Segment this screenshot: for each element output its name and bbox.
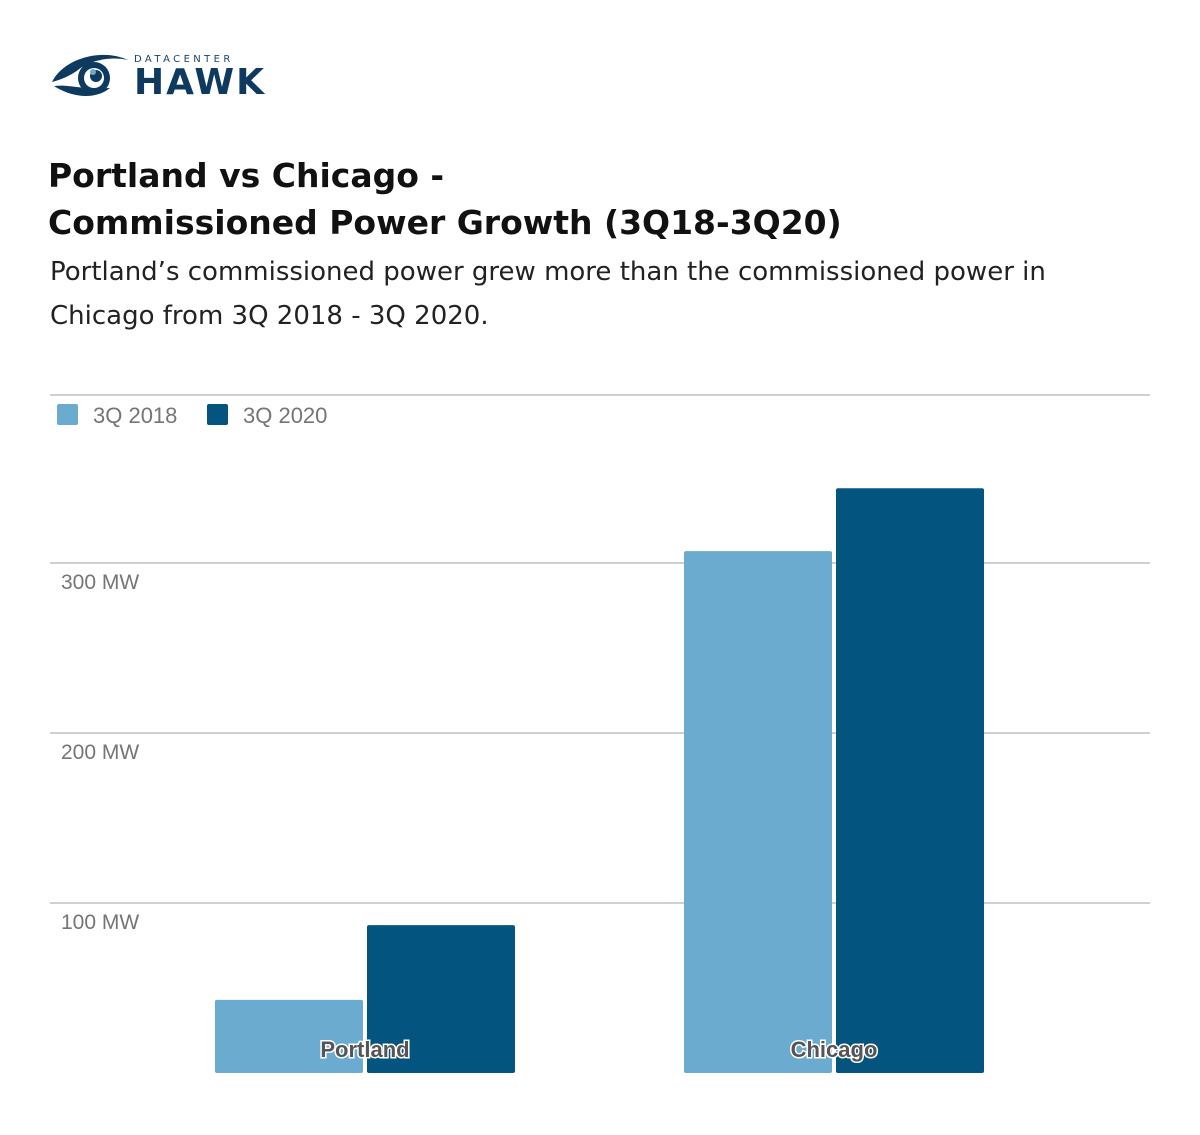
y-tick-label-200: 200 MW: [61, 741, 139, 764]
description-line-1: Portland’s commissioned power grew more …: [50, 257, 1046, 287]
logo-wordmark: HAWK: [134, 62, 266, 103]
title-line-2: Commissioned Power Growth (3Q18-3Q20): [48, 203, 842, 242]
bar-portland-3q-2018: [215, 999, 363, 1073]
x-category-label-chicago: Chicago: [791, 1037, 878, 1062]
y-tick-label-100: 100 MW: [61, 911, 139, 934]
chart-description: Portland’s commissioned power grew more …: [50, 250, 1160, 338]
legend-label-1: 3Q 2018: [93, 403, 177, 428]
legend-swatch-2: [207, 404, 228, 425]
hawk-eye-icon: [52, 54, 128, 96]
x-category-label-portland: Portland: [320, 1037, 409, 1062]
y-tick-label-300: 300 MW: [61, 571, 139, 594]
logo-subtext: DATACENTER: [134, 54, 234, 65]
title-line-1: Portland vs Chicago -: [48, 156, 445, 195]
bar-portland-3q-2020: [367, 925, 515, 1073]
page-title: Portland vs Chicago - Commissioned Power…: [48, 152, 1148, 246]
bar-chicago-3q-2018: [684, 551, 832, 1073]
bar-chicago-3q-2020: [836, 488, 984, 1073]
description-line-2: Chicago from 3Q 2018 - 3Q 2020.: [50, 301, 489, 331]
datacenter-hawk-logo: DATACENTER HAWK: [50, 48, 280, 106]
legend-swatch-1: [57, 404, 78, 425]
legend-label-2: 3Q 2020: [243, 403, 327, 428]
